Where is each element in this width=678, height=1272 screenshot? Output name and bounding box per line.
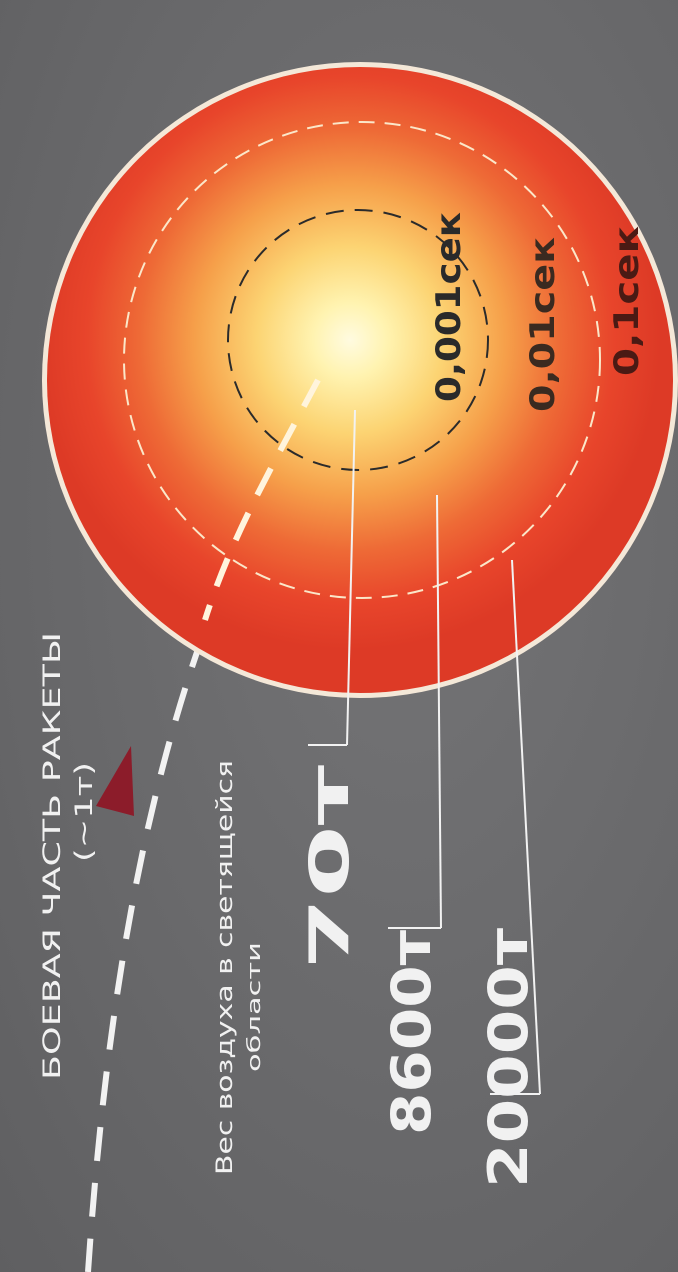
warhead-icon bbox=[96, 746, 134, 816]
mass-label-8600t: 8600т bbox=[380, 929, 443, 1135]
time-label-0-1s: 0,1сек bbox=[607, 226, 647, 376]
fireball bbox=[47, 67, 673, 693]
air-weight-label-line2: области bbox=[244, 942, 265, 1072]
leader-line-20000t bbox=[511, 559, 541, 1095]
boundary-0-01s bbox=[123, 121, 601, 599]
mass-label-20000t: 20000т bbox=[477, 927, 540, 1188]
mass-label-70t: 70т bbox=[298, 764, 361, 970]
warhead-label: БОЕВАЯ ЧАСТЬ РАКЕТЫ bbox=[38, 632, 66, 1080]
trajectory-path bbox=[85, 378, 321, 1272]
air-weight-label: Вес воздуха в светящейся bbox=[213, 760, 238, 1175]
time-label-0-01s: 0,01сек bbox=[523, 237, 563, 412]
time-label-0-001s: 0,001сек bbox=[429, 212, 469, 402]
warhead-weight-label: (~1т) bbox=[70, 762, 98, 862]
leader-line-8600t bbox=[436, 494, 442, 929]
leader-line-70t bbox=[346, 409, 356, 746]
boundary-0-001s bbox=[227, 209, 489, 471]
